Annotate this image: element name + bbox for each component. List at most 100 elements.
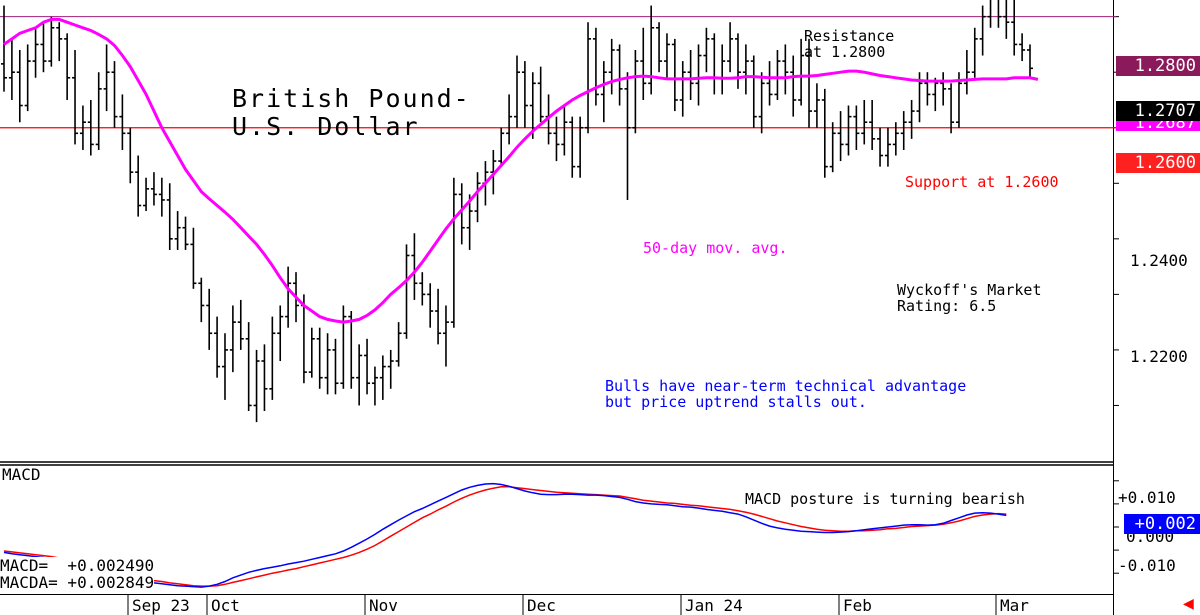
price-bar (798, 38, 805, 106)
price-bar (719, 44, 726, 95)
support-annotation: Support at 1.2600 (905, 173, 1059, 191)
price-bar (198, 277, 205, 323)
price-bar (734, 33, 741, 89)
price-bar (821, 88, 828, 178)
price-bar (442, 305, 449, 367)
price-bar (158, 177, 165, 217)
macd-panel-label: MACD (2, 465, 41, 484)
chart-frame (0, 0, 1119, 615)
price-tick-label: 1.2400 (1130, 251, 1188, 270)
price-bar (135, 155, 142, 217)
macd-tick-label: -0.010 (1118, 556, 1176, 575)
last-price-tag: 1.2707 (1116, 101, 1200, 121)
price-bar (411, 233, 418, 300)
price-bar (1019, 33, 1026, 62)
price-bar (750, 55, 757, 128)
price-bar (387, 349, 394, 389)
price-bar (143, 177, 150, 212)
price-bar (340, 305, 347, 389)
price-bar (356, 344, 363, 406)
price-bar (466, 194, 473, 250)
price-bar (829, 122, 836, 173)
price-bar (127, 127, 134, 184)
price-bar (979, 5, 986, 56)
level-lines (0, 16, 1116, 129)
price-bar (48, 16, 55, 67)
price-bar (900, 111, 907, 150)
macd-comment: MACD posture is turning bearish (745, 490, 1025, 508)
macd-readout: MACD= +0.002490 (0, 556, 155, 575)
rating-annotation: Wyckoff's Market Rating: 6.5 (897, 281, 1042, 315)
price-bar (119, 94, 126, 150)
price-bar (514, 55, 520, 128)
price-bar (813, 83, 820, 128)
price-bar (458, 183, 465, 245)
price-bar (537, 66, 544, 123)
macd-line (3, 482, 1007, 588)
price-bar (190, 227, 197, 289)
macda-line (3, 486, 1007, 587)
price-bar (150, 172, 157, 206)
ma-annotation: 50-day mov. avg. (643, 239, 788, 257)
price-bar (869, 99, 876, 150)
price-bar (1027, 44, 1033, 78)
price-bar (72, 49, 79, 145)
price-bar (111, 61, 118, 128)
price-bar (624, 72, 631, 200)
price-bar (221, 333, 228, 400)
price-bar (435, 288, 442, 345)
price-bar (364, 338, 371, 395)
chart-title-line2: U.S. Dollar (232, 112, 420, 141)
price-bar (940, 72, 947, 106)
price-bar (395, 322, 402, 367)
price-bar (498, 127, 505, 167)
scroll-left-arrow-icon[interactable]: ◀ (1183, 596, 1194, 612)
price-bar (671, 38, 678, 112)
macd-value-tag: +0.002 (1124, 514, 1200, 534)
price-bar (332, 338, 339, 395)
price-bar (924, 72, 931, 106)
price-bar (79, 105, 86, 150)
price-bar (585, 22, 592, 134)
price-bar (632, 49, 639, 134)
price-bar (245, 322, 252, 412)
price-tick-label: 1.2200 (1130, 347, 1188, 366)
price-bar (166, 183, 173, 250)
price-bar (884, 127, 891, 167)
price-bar (324, 333, 331, 395)
comment-annotation: Bulls have near-term technical advantage… (605, 377, 967, 411)
price-bar (182, 216, 189, 250)
price-bar (806, 38, 813, 128)
x-tick-label: Feb (843, 596, 872, 615)
price-bar (877, 127, 884, 167)
x-tick-label: Nov (369, 596, 398, 615)
price-bar (987, 0, 992, 28)
price-bar (687, 49, 694, 100)
price-bar (711, 33, 718, 95)
price-bar (474, 172, 481, 223)
price-bar (640, 27, 647, 100)
price-bar (427, 283, 434, 328)
price-bar (379, 355, 386, 400)
price-bar (214, 316, 221, 378)
price-bar (600, 61, 607, 123)
price-bar (229, 305, 236, 373)
price-bar (853, 105, 860, 150)
chart-title-line1: British Pound- (232, 84, 471, 113)
price-bar (1, 5, 7, 92)
price-bar (553, 116, 560, 162)
price-bar (506, 94, 513, 145)
price-bar (758, 72, 765, 134)
price-bar (561, 105, 568, 156)
price-bar (16, 49, 23, 123)
price-bar (742, 44, 749, 95)
price-bar (616, 44, 623, 106)
price-bar (348, 311, 355, 389)
macda-readout: MACDA= +0.002849 (0, 573, 155, 592)
price-bar (419, 272, 426, 306)
price-bar (845, 105, 852, 156)
resistance-annotation: Resistance at 1.2800 (804, 27, 895, 61)
price-bar (997, 0, 1002, 28)
price-bar (40, 22, 47, 73)
